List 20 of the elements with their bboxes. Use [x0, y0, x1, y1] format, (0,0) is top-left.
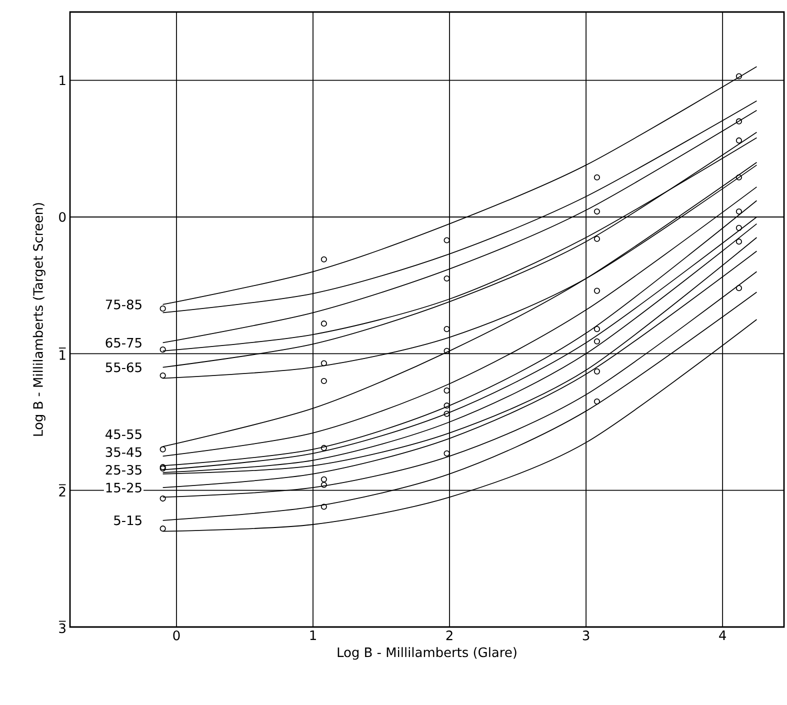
x-tick-label: 0 — [173, 630, 180, 640]
series-label: 65-75 — [106, 338, 142, 348]
y-tick-label: 0 — [59, 212, 66, 222]
y-axis-title: Log B - Millilamberts (Target Screen) — [32, 203, 46, 436]
x-tick-label: 4 — [719, 630, 726, 640]
y-tick-label: 1 — [60, 76, 66, 86]
x-axis-title: Log B - Millilamberts (Glare) — [338, 647, 516, 660]
x-tick-label: 2 — [446, 630, 452, 640]
series-label: 5-15 — [114, 516, 142, 526]
x-tick-label: 3 — [582, 630, 590, 640]
y-tick-label: 3̅ — [58, 620, 66, 634]
x-tick-label: 1 — [310, 630, 316, 640]
series-label: 45-55 — [106, 429, 142, 440]
series-label: 15-25 — [106, 482, 142, 492]
y-tick-label: 2̅ — [58, 484, 66, 496]
series-label: 75-85 — [106, 300, 142, 310]
series-label: 25-35 — [106, 464, 142, 475]
series-label: 55-65 — [106, 362, 142, 372]
series-label: 35-45 — [106, 447, 142, 457]
y-tick-label: 1̅ — [58, 348, 66, 360]
